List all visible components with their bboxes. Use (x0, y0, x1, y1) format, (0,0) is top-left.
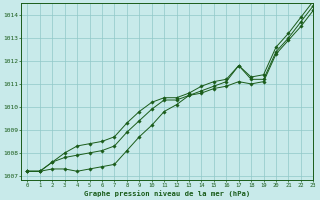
X-axis label: Graphe pression niveau de la mer (hPa): Graphe pression niveau de la mer (hPa) (84, 190, 250, 197)
